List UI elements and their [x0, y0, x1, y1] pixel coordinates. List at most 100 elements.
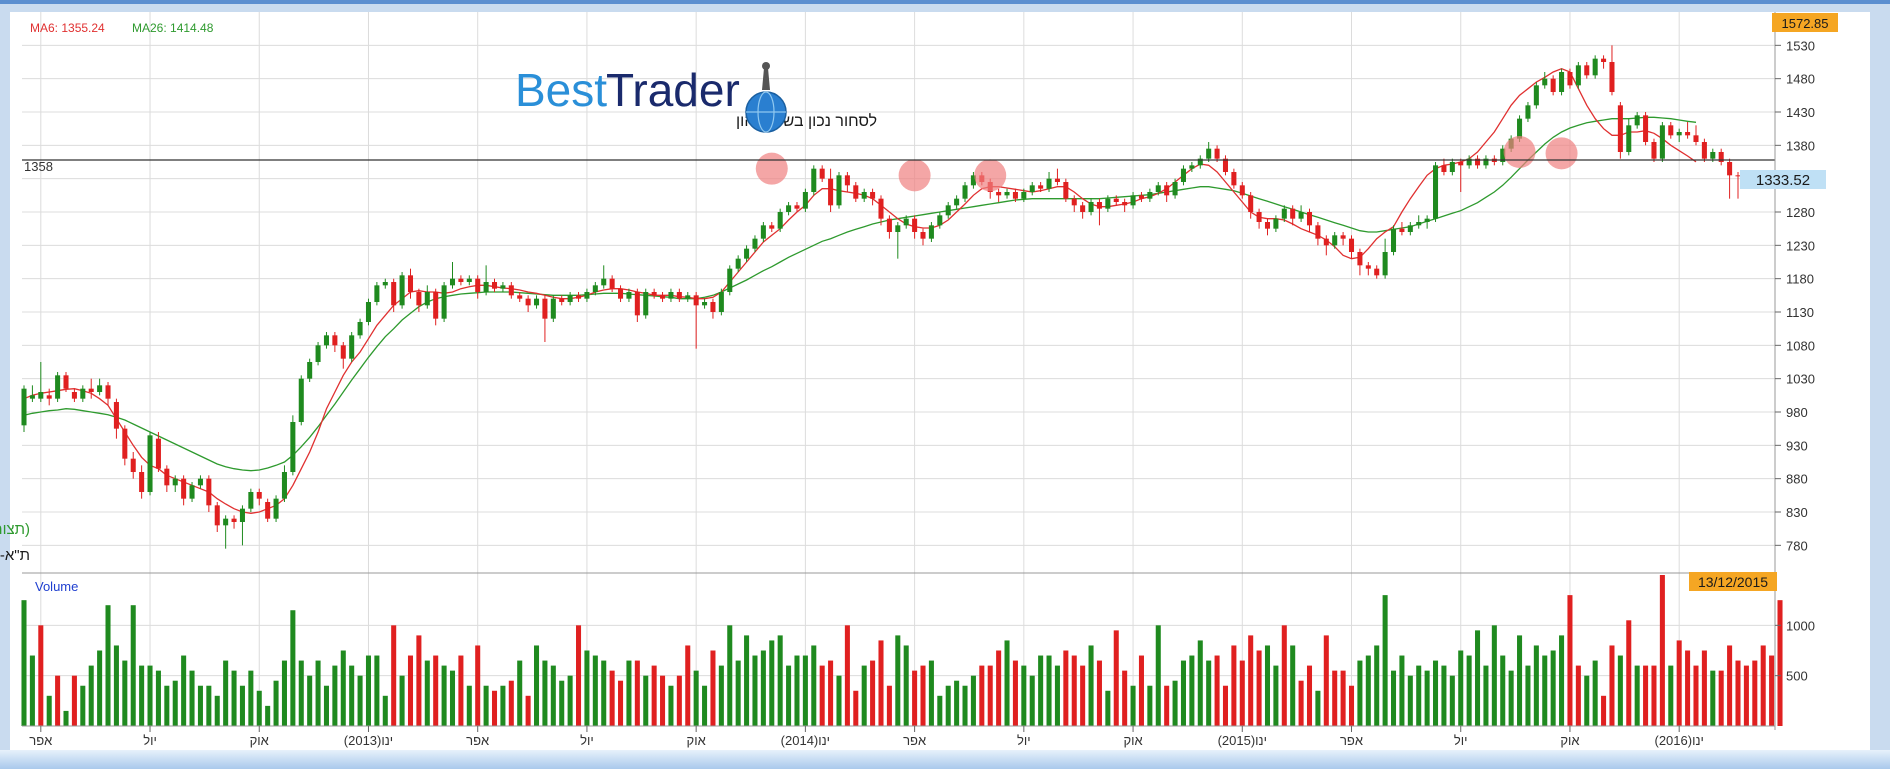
volume-bar: [1634, 665, 1640, 726]
volume-bar: [1012, 660, 1018, 726]
candle-body: [844, 175, 850, 186]
volume-bar: [382, 695, 388, 726]
volume-bar: [1164, 685, 1170, 726]
volume-bar: [491, 690, 498, 726]
volume-bar: [1433, 660, 1439, 726]
time-tick-label: אפר: [466, 733, 489, 748]
volume-bar: [1382, 595, 1388, 726]
candle-body: [1449, 162, 1455, 172]
candle-body: [1718, 152, 1724, 162]
candle-body: [1063, 182, 1069, 199]
candle-body: [592, 285, 598, 292]
candle-body: [954, 198, 960, 206]
volume-bar: [1416, 665, 1422, 726]
candle-body: [794, 205, 800, 209]
volume-bar: [1542, 655, 1548, 726]
candle-body: [1306, 212, 1313, 226]
candle-body: [1575, 65, 1581, 86]
time-tick-label: יול: [580, 733, 594, 748]
volume-bar: [1752, 660, 1758, 726]
candle-body: [996, 192, 1002, 196]
volume-bar: [718, 665, 724, 726]
candle-body: [1483, 158, 1489, 166]
volume-bar: [525, 695, 531, 726]
time-tick-label: אוק: [1123, 733, 1142, 748]
volume-bar: [1239, 660, 1245, 726]
candle-body: [239, 508, 245, 522]
volume-bar: [21, 600, 27, 726]
last-price-label: 1333.52: [1756, 172, 1810, 189]
price-tick-label: 830: [1786, 505, 1808, 520]
volume-label: Volume: [35, 579, 78, 594]
candle-body: [1197, 158, 1203, 166]
price-tick-label: 1080: [1786, 338, 1815, 353]
candle-body: [382, 282, 388, 286]
candle-body: [928, 225, 934, 239]
candle-body: [710, 302, 716, 312]
volume-bar: [886, 685, 892, 726]
candle-body: [206, 478, 212, 506]
candle-body: [702, 302, 708, 306]
candle-body: [584, 292, 590, 299]
candle-body: [323, 335, 329, 346]
volume-bar: [1601, 695, 1607, 726]
candle-body: [1382, 252, 1388, 276]
volume-bar: [1701, 650, 1707, 726]
pattern-label: (תצורה 1): [0, 521, 30, 538]
candle-body: [903, 218, 909, 226]
candle-body: [88, 388, 94, 392]
volume-bar: [861, 665, 867, 726]
volume-bar: [281, 660, 287, 726]
price-tick-label: 1180: [1786, 272, 1814, 287]
candle-body: [920, 232, 926, 239]
volume-bar: [441, 665, 447, 726]
volume-bar: [710, 650, 716, 726]
price-tick-label: 780: [1786, 538, 1808, 553]
volume-bar: [844, 625, 850, 726]
candle-body: [466, 278, 472, 282]
price-tick-label: 1030: [1786, 372, 1815, 387]
volume-bar: [1298, 680, 1304, 726]
price-tick-label: 1530: [1786, 38, 1815, 53]
time-tick-label: ינו(2013): [344, 733, 393, 748]
volume-bar: [1365, 655, 1371, 726]
volume-bar: [1231, 645, 1237, 726]
volume-bar: [1180, 660, 1186, 726]
volume-bar: [508, 680, 514, 726]
date-label: 13/12/2015: [1698, 574, 1768, 590]
volume-bar: [1222, 685, 1229, 726]
candle-body: [802, 192, 808, 209]
ma26-label: MA26: 1414.48: [132, 21, 214, 35]
volume-bar: [433, 655, 439, 726]
candle-body: [1113, 198, 1119, 202]
candle-body: [1138, 195, 1144, 199]
candle-body: [1609, 62, 1615, 92]
candle-body: [1172, 182, 1178, 196]
candle-body: [391, 282, 397, 306]
volume-bar: [349, 665, 355, 726]
volume-bar: [870, 660, 876, 726]
candle-body: [1222, 158, 1229, 172]
max-price-label: 1572.85: [1782, 16, 1829, 31]
candle-body: [441, 285, 447, 319]
volume-bar: [29, 655, 35, 726]
candle-body: [626, 292, 632, 299]
candle-body: [1332, 235, 1338, 246]
volume-bar: [239, 685, 245, 726]
volume-bar: [256, 690, 262, 726]
candle-body: [962, 185, 968, 199]
volume-bar: [937, 695, 943, 726]
candle-body: [399, 275, 405, 306]
candle-body: [886, 218, 892, 232]
volume-bar: [1458, 650, 1464, 726]
volume-bar: [962, 685, 968, 726]
volume-bar: [1575, 665, 1581, 726]
volume-bar: [1559, 635, 1565, 726]
candle-body: [1685, 132, 1691, 136]
candle-body: [836, 175, 842, 206]
candle-body: [567, 295, 573, 302]
volume-bar: [1718, 670, 1724, 726]
price-tick-label: 1230: [1786, 238, 1815, 253]
volume-bar: [88, 665, 94, 726]
